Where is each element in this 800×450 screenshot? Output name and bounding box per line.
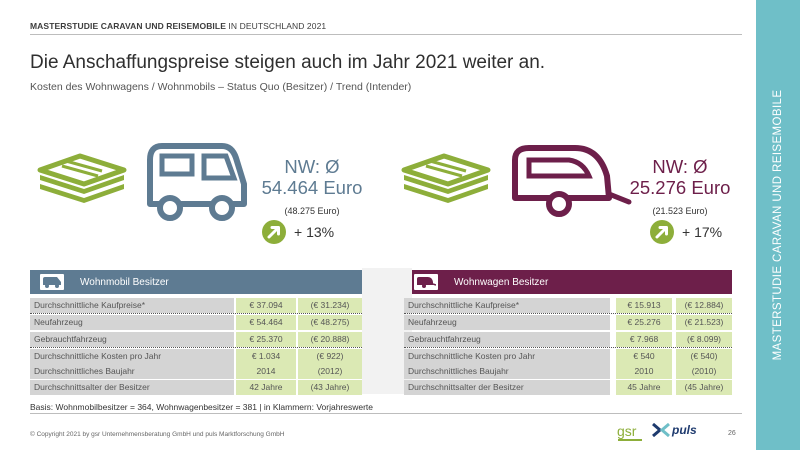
- motorhome-trend: + 13%: [262, 220, 334, 244]
- row-value: € 7.968: [616, 332, 672, 347]
- row-label: Durchschnittliches Baujahr: [404, 364, 610, 379]
- row-prev-value: (€ 922): [298, 349, 362, 364]
- caravan-trend: + 17%: [650, 220, 722, 244]
- row-value: € 25.370: [236, 332, 296, 347]
- caravan-table-header: Wohnwagen Besitzer: [404, 270, 732, 294]
- row-label: Durchschnittsalter der Besitzer: [30, 380, 234, 395]
- row-label: Gebrauchtfahrzeug: [30, 332, 234, 347]
- puls-logo: puls: [652, 423, 697, 437]
- motorhome-mini-icon: [40, 274, 64, 290]
- row-value: € 1.034: [236, 349, 296, 364]
- sidebar: MASTERSTUDIE CARAVAN UND REISEMOBILE: [756, 0, 800, 450]
- row-separator: [404, 347, 732, 348]
- row-prev-value: (2010): [676, 364, 732, 379]
- row-label: Durchschnittliche Kosten pro Jahr: [404, 349, 610, 364]
- trend-up-arrow-icon-2: [650, 220, 674, 244]
- money-stack-icon-2: [401, 153, 491, 203]
- row-label: Durchschnittsalter der Besitzer: [404, 380, 610, 395]
- row-value: € 540: [616, 349, 672, 364]
- row-separator: [404, 313, 732, 314]
- row-label: Neufahrzeug: [404, 315, 610, 330]
- row-label: Durchschnittliches Baujahr: [30, 364, 234, 379]
- row-prev-value: (€ 8.099): [676, 332, 732, 347]
- row-separator: [30, 347, 362, 348]
- caravan-price: NW: Ø 25.276 Euro (21.523 Euro): [620, 156, 740, 216]
- page-subtitle: Kosten des Wohnwagens / Wohnmobils – Sta…: [30, 81, 412, 93]
- row-prev-value: (2012): [298, 364, 362, 379]
- motorhome-price: NW: Ø 54.464 Euro (48.275 Euro): [252, 156, 372, 216]
- row-prev-value: (€ 21.523): [676, 315, 732, 330]
- header-bold: MASTERSTUDIE CARAVAN UND REISEMOBILE: [30, 21, 226, 31]
- caravan-prev: (21.523 Euro): [652, 206, 708, 216]
- caravan-trend-value: + 17%: [682, 224, 723, 240]
- row-separator: [30, 313, 362, 314]
- row-label: Neufahrzeug: [30, 315, 234, 330]
- row-label: Durchschnittliche Kaufpreise*: [30, 298, 234, 313]
- sidebar-title: MASTERSTUDIE CARAVAN UND REISEMOBILE: [772, 89, 784, 361]
- motorhome-nw-label: NW: Ø: [284, 156, 340, 177]
- puls-logo-text: puls: [672, 423, 697, 437]
- caravan-amount: 25.276 Euro: [629, 177, 731, 198]
- gsr-logo: gsr: [616, 422, 646, 449]
- row-label: Durchschnittliche Kaufpreise*: [404, 298, 610, 313]
- row-label: Durchschnittliche Kosten pro Jahr: [30, 349, 234, 364]
- row-prev-value: (43 Jahre): [298, 380, 362, 395]
- motorhome-table-header: Wohnmobil Besitzer: [30, 270, 362, 294]
- row-label: Gebrauchtfahrzeug: [404, 332, 610, 347]
- header-rest: IN DEUTSCHLAND 2021: [225, 21, 327, 31]
- page-title: Die Anschaffungspreise steigen auch im J…: [30, 52, 546, 73]
- gsr-logo-text: gsr: [617, 423, 637, 439]
- row-value: € 25.276: [616, 315, 672, 330]
- motorhome-amount: 54.464 Euro: [261, 177, 363, 198]
- motorhome-prev: (48.275 Euro): [284, 206, 340, 216]
- table-spacer: [362, 268, 412, 394]
- caravan-nw-label: NW: Ø: [652, 156, 708, 177]
- motorhome-trend-value: + 13%: [294, 224, 335, 240]
- caravan-table-title: Wohnwagen Besitzer: [454, 276, 549, 288]
- basis-note: Basis: Wohnmobilbesitzer = 364, Wohnwage…: [30, 402, 374, 412]
- copyright: © Copyright 2021 by gsr Unternehmensbera…: [30, 431, 285, 438]
- row-value: 2014: [236, 364, 296, 379]
- row-prev-value: (€ 540): [676, 349, 732, 364]
- trend-up-arrow-icon: [262, 220, 286, 244]
- row-prev-value: (€ 20.888): [298, 332, 362, 347]
- motorhome-table-title: Wohnmobil Besitzer: [80, 276, 169, 288]
- page-number: 26: [728, 430, 736, 437]
- row-prev-value: (45 Jahre): [676, 380, 732, 395]
- row-value: € 54.464: [236, 315, 296, 330]
- row-value: 42 Jahre: [236, 380, 296, 395]
- header-divider: [30, 34, 742, 35]
- row-value: 2010: [616, 364, 672, 379]
- puls-x-icon: [652, 423, 670, 437]
- row-prev-value: (€ 12.884): [676, 298, 732, 313]
- motorhome-icon: [147, 143, 247, 221]
- row-prev-value: (€ 31.234): [298, 298, 362, 313]
- footer-divider: [30, 413, 742, 414]
- caravan-icon: [512, 145, 632, 217]
- row-value: € 37.094: [236, 298, 296, 313]
- page-header: MASTERSTUDIE CARAVAN UND REISEMOBILE IN …: [30, 21, 326, 31]
- row-value: € 15.913: [616, 298, 672, 313]
- row-value: 45 Jahre: [616, 380, 672, 395]
- caravan-mini-icon: [414, 274, 438, 290]
- row-prev-value: (€ 48.275): [298, 315, 362, 330]
- money-stack-icon: [37, 153, 127, 203]
